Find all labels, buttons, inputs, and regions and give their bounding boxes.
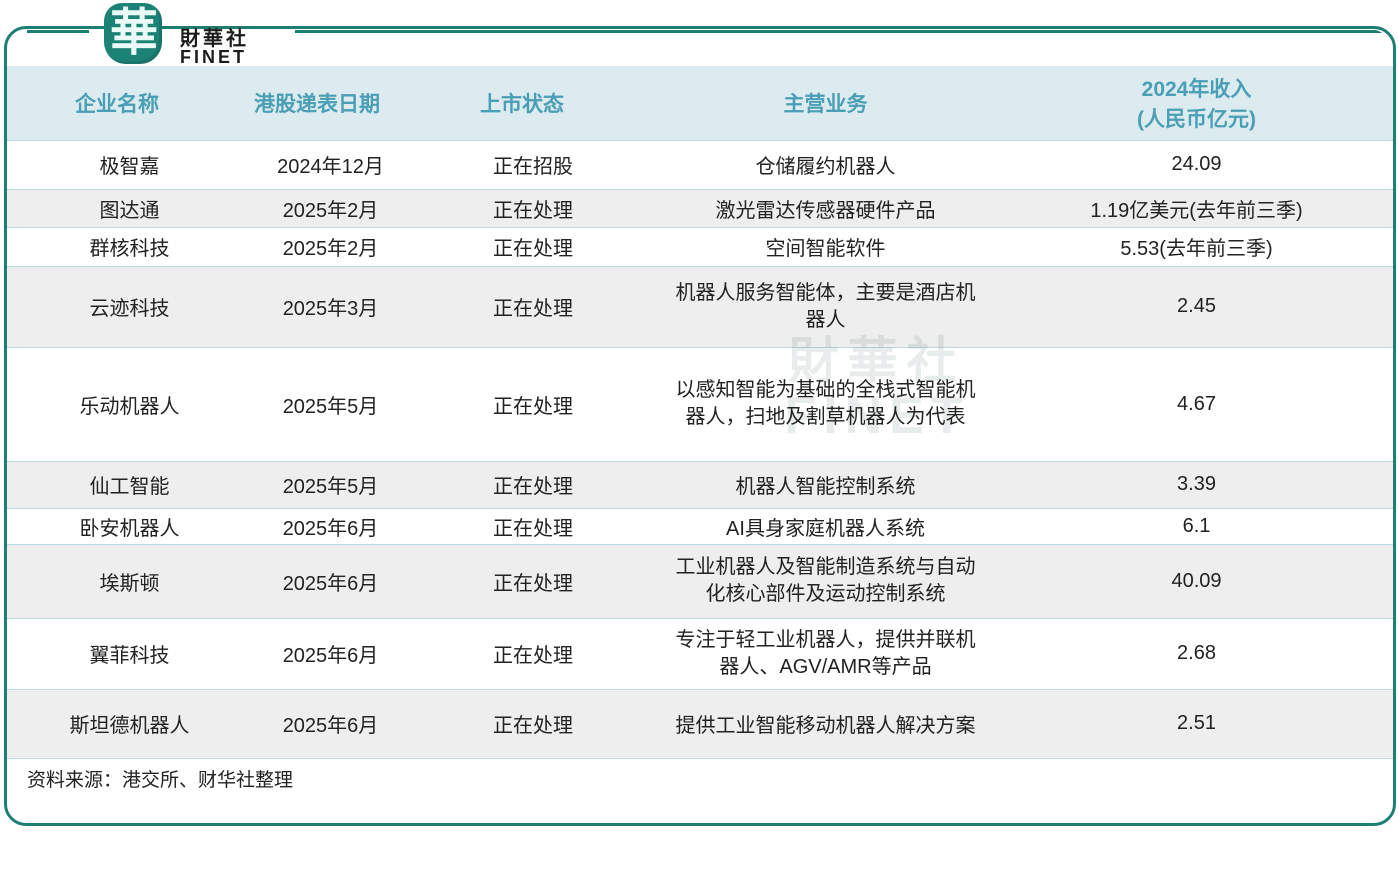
svg-text:財華社: 財華社 bbox=[789, 333, 966, 389]
svg-text:FINET: FINET bbox=[784, 387, 969, 445]
